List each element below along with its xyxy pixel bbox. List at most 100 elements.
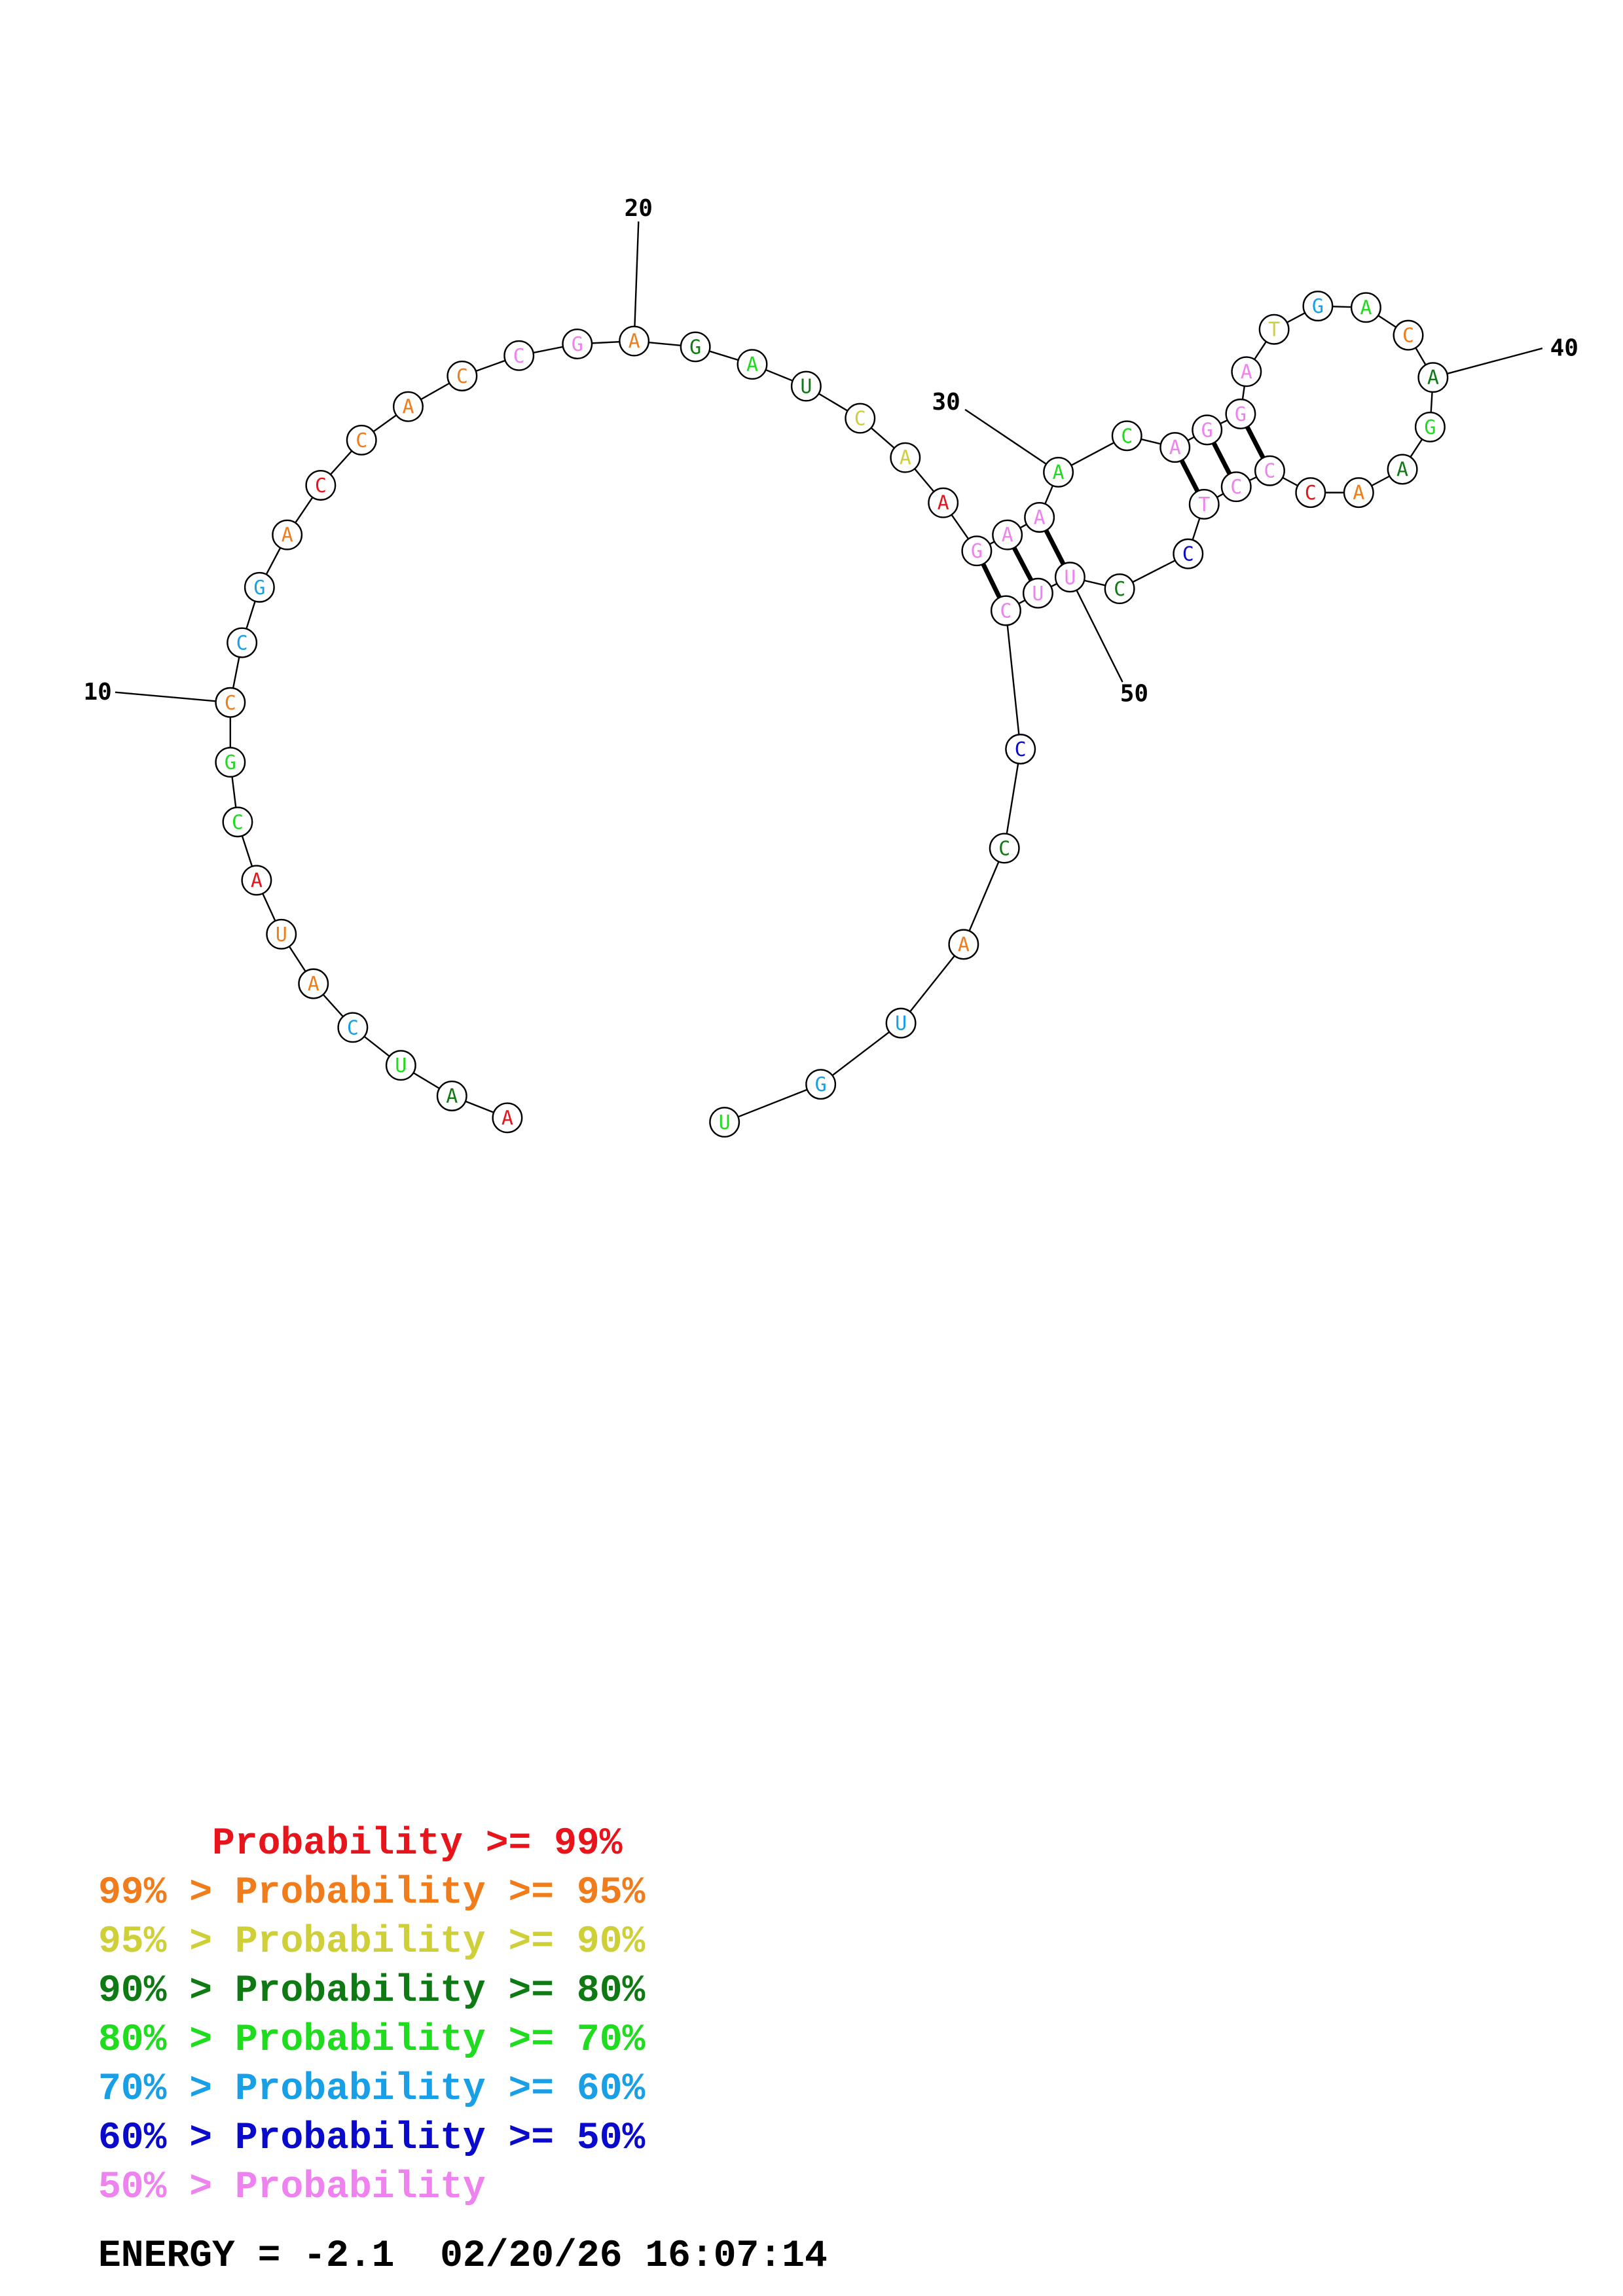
index-label-50: 50 xyxy=(1120,680,1148,707)
nucleotide-circle xyxy=(346,424,377,456)
nucleotide-base-label: G xyxy=(1424,416,1436,439)
nucleotide-36: T xyxy=(1258,314,1290,345)
legend-line-1: Probability >= 99% xyxy=(98,1823,623,1865)
nucleotide-circle xyxy=(1414,411,1446,442)
nucleotide-26: A xyxy=(928,487,959,518)
index-label-10: 10 xyxy=(84,679,112,706)
nucleotide-base-label: G xyxy=(1312,295,1324,318)
nucleotide-base-label: A xyxy=(938,492,949,515)
nucleotide-28: A xyxy=(992,519,1023,550)
nucleotide-base-label: T xyxy=(1198,493,1210,516)
nucleotide-circle xyxy=(1159,432,1191,463)
nucleotide-base-label: C xyxy=(1402,325,1414,348)
nucleotide-circle xyxy=(992,519,1023,550)
nucleotide-15: C xyxy=(346,424,377,456)
index-labels: 10 20 30 40 50 xyxy=(84,195,1578,707)
nucleotide-base-label: A xyxy=(1353,482,1364,505)
nucleotide-base-label: C xyxy=(1000,600,1012,622)
nucleotide-37: G xyxy=(1302,291,1334,322)
nucleotide-34: G xyxy=(1225,398,1256,429)
nucleotide-base-label: C xyxy=(225,692,236,715)
nucleotide-base-label: C xyxy=(1230,476,1242,499)
nucleotide-45: C xyxy=(1254,455,1285,486)
backbone-segment xyxy=(1004,749,1021,849)
nucleotide-20: A xyxy=(619,325,650,357)
nucleotide-base-label: C xyxy=(315,475,327,497)
nucleotide-base-label: A xyxy=(1360,296,1372,319)
energy-footer: ENERGY = -2.1 02/20/26 16:07:14 xyxy=(98,2235,828,2278)
nucleotide-circle xyxy=(680,331,711,363)
nucleotide-57: G xyxy=(805,1069,837,1100)
nucleotide-circle xyxy=(928,487,959,518)
nucleotide-base-label: A xyxy=(1169,437,1181,459)
nucleotide-circle xyxy=(393,391,424,422)
nucleotide-circle xyxy=(1024,502,1055,533)
nucleotide-14: C xyxy=(305,470,337,501)
nucleotide-base-label: A xyxy=(1053,461,1065,484)
nucleotide-25: A xyxy=(890,442,921,473)
nucleotide-base-label: C xyxy=(1121,425,1133,448)
nucleotide-circle xyxy=(241,865,272,896)
nucleotide-base-label: A xyxy=(501,1107,513,1130)
nucleotide-23: U xyxy=(790,370,822,402)
nucleotide-22: A xyxy=(737,349,768,380)
nucleotide-8: C xyxy=(222,806,253,838)
nucleotide-42: A xyxy=(1387,454,1418,485)
nucleotide-circle xyxy=(1104,573,1135,605)
nucleotide-circle xyxy=(436,1081,467,1111)
nucleotide-base-label: C xyxy=(456,365,468,388)
nucleotide-circle xyxy=(1225,398,1256,429)
nucleotide-base-label: G xyxy=(253,577,265,600)
nucleotide-base-label: U xyxy=(395,1054,407,1077)
backbone xyxy=(229,305,1434,1123)
nucleotide-circle xyxy=(737,349,768,380)
nucleotide-circle xyxy=(1220,471,1252,503)
nucleotide-base-label: G xyxy=(572,333,583,356)
nucleotide-circle xyxy=(1054,562,1085,593)
nucleotide-circle xyxy=(272,519,303,550)
nucleotide-53: C xyxy=(1005,734,1036,764)
nucleotide-circle xyxy=(1005,734,1036,764)
nucleotide-54: C xyxy=(989,833,1020,864)
nucleotide-circle xyxy=(989,833,1020,864)
nucleotide-base-label: A xyxy=(402,396,414,419)
nucleotide-50: U xyxy=(1054,562,1085,593)
nucleotide-circle xyxy=(619,325,650,357)
legend-line-7: 60% > Probability >= 50% xyxy=(98,2117,646,2160)
nucleotide-38: A xyxy=(1350,292,1381,323)
nucleotide-10: C xyxy=(215,687,246,718)
legend-line-8: 50% > Probability xyxy=(98,2166,486,2209)
nucleotide-31: C xyxy=(1111,420,1142,452)
nucleotide-base-label: C xyxy=(854,408,866,431)
nucleotide-base-label: U xyxy=(1064,566,1076,589)
nucleotide-base-label: T xyxy=(1268,319,1280,342)
nucleotide-circle xyxy=(1111,420,1142,452)
nucleotide-17: C xyxy=(447,361,478,391)
nucleotide-5: A xyxy=(298,968,329,999)
nucleotide-circle xyxy=(1254,455,1285,486)
backbone-segment xyxy=(1005,610,1021,749)
nucleotide-47: T xyxy=(1188,488,1220,520)
index-label-40: 40 xyxy=(1550,335,1578,362)
nucleotide-circle xyxy=(215,687,246,718)
nucleotide-circle xyxy=(805,1069,837,1100)
nucleotide-circle xyxy=(1350,292,1381,323)
legend-line-2: 99% > Probability >= 95% xyxy=(98,1872,646,1914)
nucleotide-circle xyxy=(961,535,993,567)
nucleotide-44: C xyxy=(1295,477,1326,509)
nucleotide-base-label: A xyxy=(629,331,640,353)
nucleotide-base-label: A xyxy=(282,524,293,547)
nucleotide-48: C xyxy=(1173,538,1204,569)
legend-line-4: 90% > Probability >= 80% xyxy=(98,1970,646,2013)
nucleotide-43: A xyxy=(1343,477,1374,509)
nucleotide-circle xyxy=(1188,488,1220,520)
index-label-leader xyxy=(1069,577,1123,683)
nucleotide-circle xyxy=(298,968,329,999)
nucleotide-base-label: G xyxy=(1235,403,1247,426)
nucleotide-49: C xyxy=(1104,573,1135,605)
nucleotide-6: U xyxy=(266,918,297,950)
nucleotide-base-label: C xyxy=(513,345,525,368)
nucleotide-base-label: A xyxy=(746,353,758,376)
nucleotide-16: A xyxy=(393,391,424,422)
